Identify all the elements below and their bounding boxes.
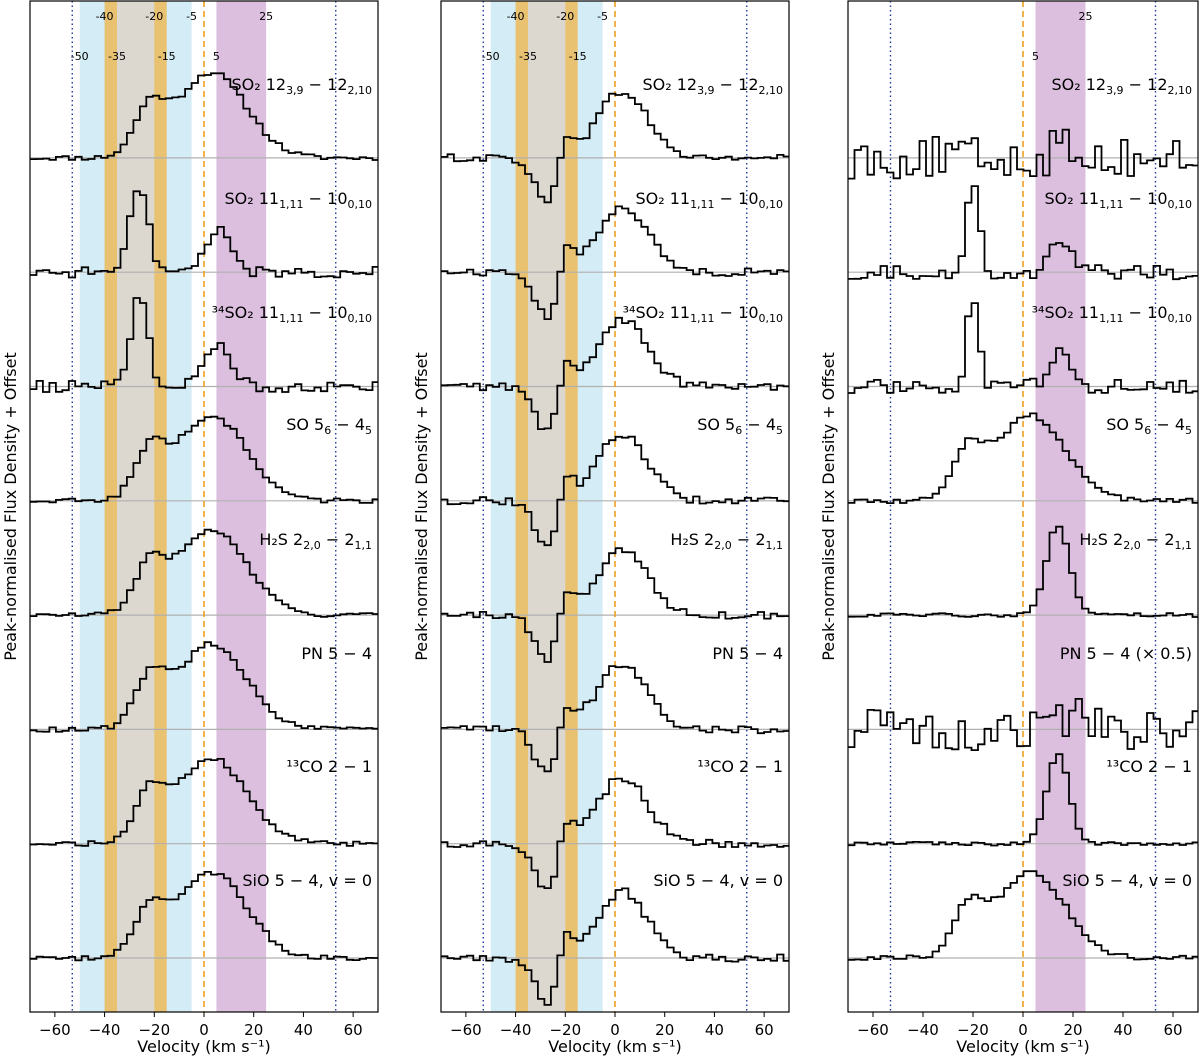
x-tick-label: 40 — [705, 1021, 724, 1039]
spectrum-trace — [848, 185, 1198, 281]
x-tick-label: −40 — [89, 1021, 121, 1039]
spectrum-trace — [848, 698, 1198, 751]
band-label: -50 — [71, 50, 89, 63]
series-label: SO₂ 111,11 − 100,10 — [224, 189, 372, 211]
series-label: SO 56 − 45 — [697, 415, 783, 437]
velocity-band — [528, 1, 566, 1012]
spectrum-trace — [441, 92, 789, 204]
band-label: -40 — [507, 10, 525, 23]
series-label: SO₂ 123,9 − 122,10 — [1051, 75, 1192, 97]
band-label: -20 — [556, 10, 574, 23]
spectrum-trace — [441, 665, 789, 773]
spectrum-trace — [441, 547, 789, 663]
band-label: -50 — [482, 50, 500, 63]
band-label: -5 — [186, 10, 197, 23]
series-label: ¹³CO 2 − 1 — [1106, 757, 1192, 776]
band-label: 25 — [1079, 10, 1093, 23]
y-axis-label: Peak-normalised Flux Density + Offset — [819, 352, 838, 661]
series-label: PN 5 − 4 — [301, 644, 372, 663]
series-label: H₂S 22,0 − 21,1 — [1079, 530, 1192, 552]
spectrum-trace — [30, 528, 378, 618]
spectrum-trace — [441, 205, 789, 320]
velocity-band — [1035, 1, 1086, 1012]
x-tick-label: −60 — [450, 1021, 482, 1039]
panel-right: 5 25 SO₂ 123,9 − 122,10 SO₂ 111,11 − 100,10… — [819, 0, 1199, 1056]
x-tick-label: 0 — [610, 1021, 620, 1039]
band-label: 5 — [1032, 50, 1039, 63]
band-label: -5 — [597, 10, 608, 23]
x-tick-label: 40 — [294, 1021, 313, 1039]
series-label: ¹³CO 2 − 1 — [286, 757, 372, 776]
x-tick-label: −20 — [138, 1021, 170, 1039]
spectrum-trace — [30, 871, 378, 962]
x-tick-label: 20 — [244, 1021, 263, 1039]
series-label: PN 5 − 4 — [712, 644, 783, 663]
x-tick-label: −60 — [39, 1021, 71, 1039]
series-label: SiO 5 − 4, v = 0 — [1062, 871, 1192, 890]
spectrum-trace — [30, 190, 378, 279]
series-label: SO₂ 111,11 − 100,10 — [635, 189, 783, 211]
band-label: -35 — [519, 50, 537, 63]
spectrum-trace — [848, 870, 1198, 961]
band-label: -15 — [158, 50, 176, 63]
x-tick-label: 60 — [344, 1021, 363, 1039]
spectrum-trace — [848, 128, 1198, 180]
spectrum-trace — [30, 758, 378, 847]
band-label: -15 — [569, 50, 587, 63]
spectrum-trace — [30, 72, 378, 161]
x-tick-label: 0 — [1018, 1021, 1028, 1039]
x-tick-label: −40 — [500, 1021, 532, 1039]
series-label: SO₂ 111,11 − 100,10 — [1044, 189, 1192, 211]
x-tick-label: 0 — [199, 1021, 209, 1039]
x-tick-label: 20 — [1063, 1021, 1082, 1039]
series-label: ³⁴SO₂ 111,11 − 100,10 — [212, 303, 372, 325]
spectrum-trace — [30, 297, 378, 393]
velocity-band — [216, 1, 267, 1012]
series-label: SO₂ 123,9 − 122,10 — [642, 75, 783, 97]
x-tick-label: 60 — [1163, 1021, 1182, 1039]
series-label: ¹³CO 2 − 1 — [697, 757, 783, 776]
x-tick-label: 20 — [655, 1021, 674, 1039]
series-label: ³⁴SO₂ 111,11 − 100,10 — [1032, 303, 1192, 325]
band-label: 25 — [259, 10, 273, 23]
band-label: 5 — [213, 50, 220, 63]
x-tick-label: 40 — [1113, 1021, 1132, 1039]
spectrum-trace — [30, 641, 378, 733]
band-label: -20 — [145, 10, 163, 23]
series-label: H₂S 22,0 − 21,1 — [259, 530, 372, 552]
band-label: -40 — [96, 10, 114, 23]
y-axis-label: Peak-normalised Flux Density + Offset — [1, 352, 20, 661]
spectrum-trace — [441, 435, 789, 547]
spectrum-trace — [441, 887, 789, 1006]
series-label: SO 56 − 45 — [286, 415, 372, 437]
y-axis-label: Peak-normalised Flux Density + Offset — [412, 352, 431, 661]
x-tick-label: −20 — [549, 1021, 581, 1039]
x-axis-label: Velocity (km s⁻¹) — [548, 1037, 681, 1056]
series-label: PN 5 − 4 (× 0.5) — [1060, 644, 1192, 663]
panel-middle: -50 -40 -35 -20 -15 -5 SO₂ 123,9 − 122,10 SO₂ 1… — [412, 0, 790, 1056]
velocity-band — [117, 1, 155, 1012]
spectrum-trace — [30, 415, 378, 504]
x-axis-label: Velocity (km s⁻¹) — [137, 1037, 270, 1056]
series-label: H₂S 22,0 − 21,1 — [670, 530, 783, 552]
spectrum-trace — [441, 316, 789, 430]
x-tick-label: 60 — [755, 1021, 774, 1039]
spectrum-trace — [441, 777, 789, 889]
x-axis-label: Velocity (km s⁻¹) — [956, 1037, 1089, 1056]
spectrum-trace — [848, 412, 1198, 504]
series-label: SO 56 − 45 — [1106, 415, 1192, 437]
series-label: SO₂ 123,9 − 122,10 — [231, 75, 372, 97]
spectrum-trace — [848, 753, 1198, 847]
x-tick-label: −20 — [957, 1021, 989, 1039]
panel-left: -50 -40 -35 -20 -15 -5 5 25 SO₂ 123,9 − 122,10 SO… — [1, 0, 379, 1056]
series-label: ³⁴SO₂ 111,11 − 100,10 — [623, 303, 783, 325]
spectrum-trace — [848, 525, 1198, 618]
series-label: SiO 5 − 4, v = 0 — [653, 871, 783, 890]
x-tick-label: −40 — [907, 1021, 939, 1039]
band-label: -35 — [108, 50, 126, 63]
series-label: SiO 5 − 4, v = 0 — [242, 871, 372, 890]
x-tick-label: −60 — [857, 1021, 889, 1039]
spectrum-trace — [848, 302, 1198, 394]
